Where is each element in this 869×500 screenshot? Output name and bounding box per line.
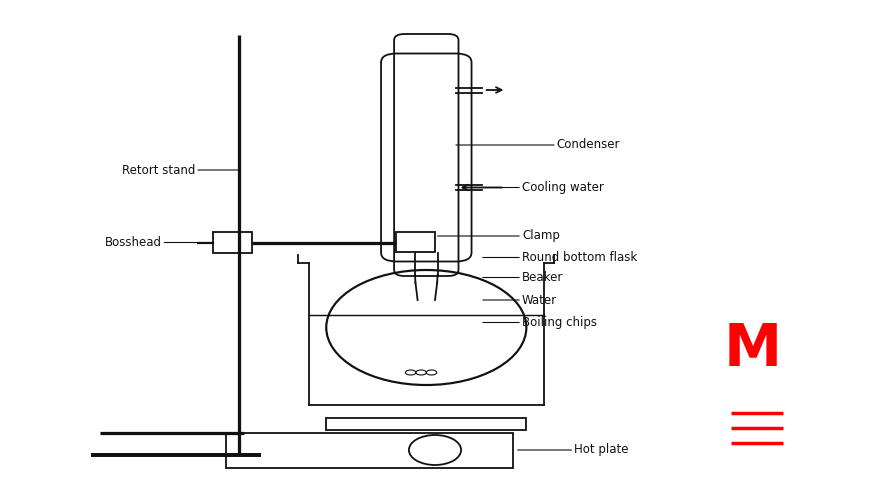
Text: Condenser: Condenser [455, 138, 620, 151]
Text: Round bottom flask: Round bottom flask [482, 251, 636, 264]
Bar [226, 432, 513, 468]
Text: M: M [723, 322, 780, 378]
Text: Hot plate: Hot plate [517, 444, 628, 456]
Text: Boiling chips: Boiling chips [482, 316, 596, 329]
Bar [395, 232, 434, 252]
Text: Beaker: Beaker [482, 271, 563, 284]
Text: Clamp: Clamp [437, 230, 560, 242]
Bar [213, 232, 252, 252]
Text: Cooling water: Cooling water [481, 181, 603, 194]
Text: Water: Water [482, 294, 556, 306]
Text: Bosshead: Bosshead [104, 236, 213, 249]
Text: Retort stand: Retort stand [122, 164, 239, 176]
Bar [326, 418, 526, 430]
